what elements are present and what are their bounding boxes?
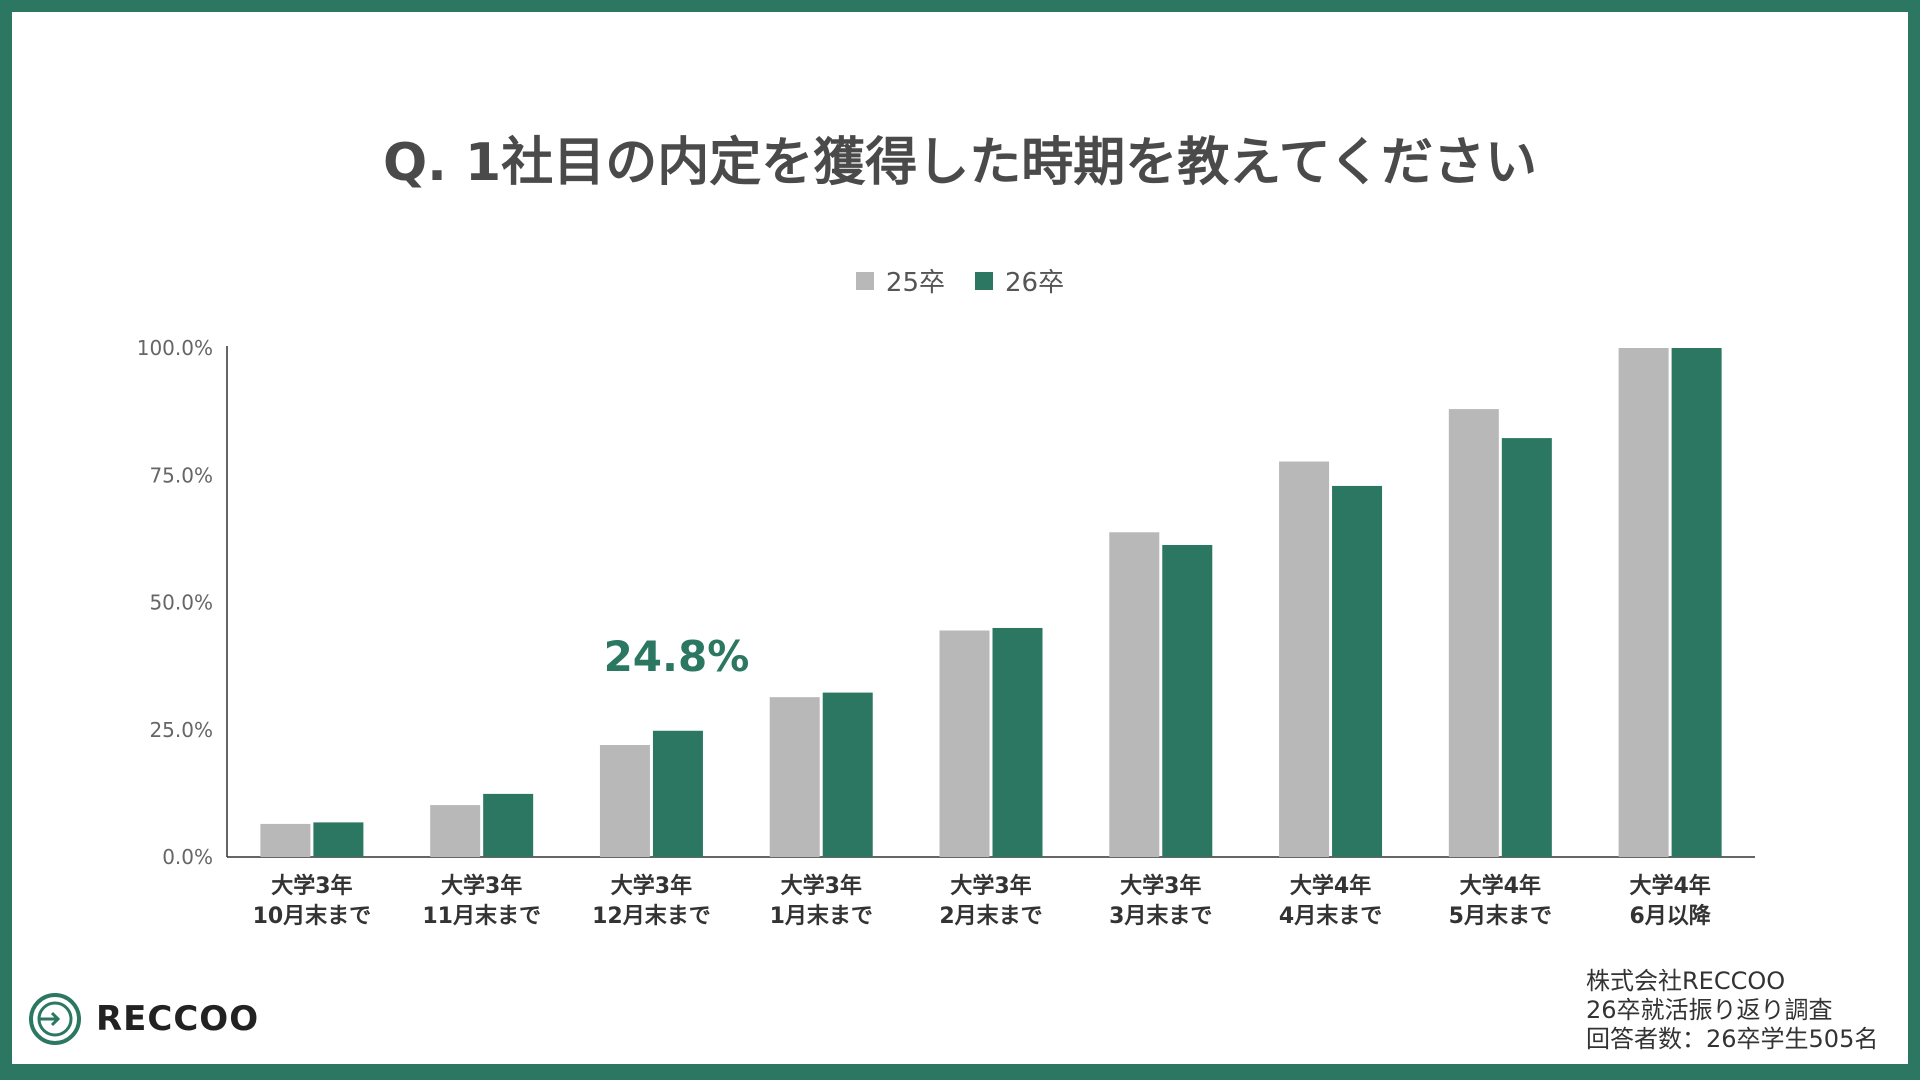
x-tick-label: 2月末まで (939, 904, 1042, 929)
y-tick-label: 50.0% (149, 591, 213, 615)
legend-item-26: 26卒 (975, 262, 1064, 299)
source-company: 株式会社RECCOO (1586, 967, 1786, 995)
logo-text: RECCOO (96, 999, 260, 1039)
bar-25-8 (1618, 348, 1669, 857)
x-tick-label: 11月末まで (422, 904, 541, 929)
x-tick-label: 大学3年 (1120, 873, 1201, 899)
x-tick-label: 大学4年 (1460, 873, 1541, 899)
bar-25-5 (1109, 532, 1160, 857)
x-tick-label: 大学3年 (611, 873, 692, 899)
bar-25-7 (1448, 409, 1499, 857)
x-tick-label: 4月末まで (1279, 904, 1382, 929)
legend-label-25: 25卒 (885, 268, 945, 298)
x-tick-label: 10月末まで (253, 904, 372, 929)
bar-26-7 (1501, 438, 1552, 857)
x-tick-label: 大学4年 (1290, 873, 1371, 899)
bar-25-0 (260, 823, 311, 857)
bar-25-6 (1279, 461, 1330, 857)
x-tick-label: 大学3年 (271, 873, 352, 899)
bar-26-4 (992, 627, 1043, 857)
bar-25-3 (769, 697, 820, 857)
source-respondents: 回答者数：26卒学生505名 (1586, 1025, 1879, 1053)
legend-swatch-25 (855, 271, 874, 290)
bar-26-1 (483, 793, 534, 857)
x-tick-label: 12月末まで (592, 904, 711, 929)
legend-swatch-26 (975, 271, 993, 290)
bar-chart: 0.0%25.0%50.0%75.0%100.0%大学3年10月末まで大学3年1… (137, 336, 1755, 929)
chart-legend: 25卒 26卒 (12, 262, 1908, 299)
bar-26-6 (1332, 485, 1383, 857)
x-tick-label: 5月末まで (1449, 904, 1552, 929)
x-tick-label: 大学3年 (950, 873, 1031, 899)
slide-frame: Q. 1社目の内定を獲得した時期を教えてください 25卒 26卒 0.0% 25.… (12, 12, 1908, 1064)
x-tick-label: 大学4年 (1629, 873, 1710, 899)
bar-25-2 (599, 745, 650, 857)
x-tick-label: 6月以降 (1629, 904, 1711, 929)
bar-26-0 (313, 822, 364, 857)
bar-26-3 (822, 692, 873, 857)
x-tick-label: 大学3年 (441, 873, 522, 899)
y-tick-label: 25.0% (149, 718, 213, 742)
x-tick-label: 3月末まで (1109, 904, 1212, 929)
x-tick-label: 1月末まで (770, 904, 873, 929)
source-note: 株式会社RECCOO 26卒就活振り返り調査 回答者数：26卒学生505名 (1586, 967, 1878, 1054)
bar-26-5 (1162, 544, 1213, 857)
chart-title: Q. 1社目の内定を獲得した時期を教えてください (382, 133, 1538, 193)
reccoo-logo: RECCOO (28, 992, 259, 1046)
legend-label-26: 26卒 (1005, 268, 1065, 298)
bar-25-4 (939, 630, 990, 857)
y-tick-label: 100.0% (137, 336, 213, 360)
y-tick-label: 75.0% (149, 463, 213, 487)
y-tick-label: 0.0% (162, 845, 213, 869)
bar-26-2 (652, 730, 703, 857)
x-tick-label: 大学3年 (781, 873, 862, 899)
source-survey: 26卒就活振り返り調査 (1586, 996, 1833, 1024)
legend-item-25: 25卒 (855, 262, 945, 299)
highlight-data-label: 24.8% (604, 632, 750, 681)
bar-26-8 (1671, 348, 1722, 857)
bar-25-1 (430, 805, 481, 857)
reccoo-logo-icon (29, 993, 81, 1045)
